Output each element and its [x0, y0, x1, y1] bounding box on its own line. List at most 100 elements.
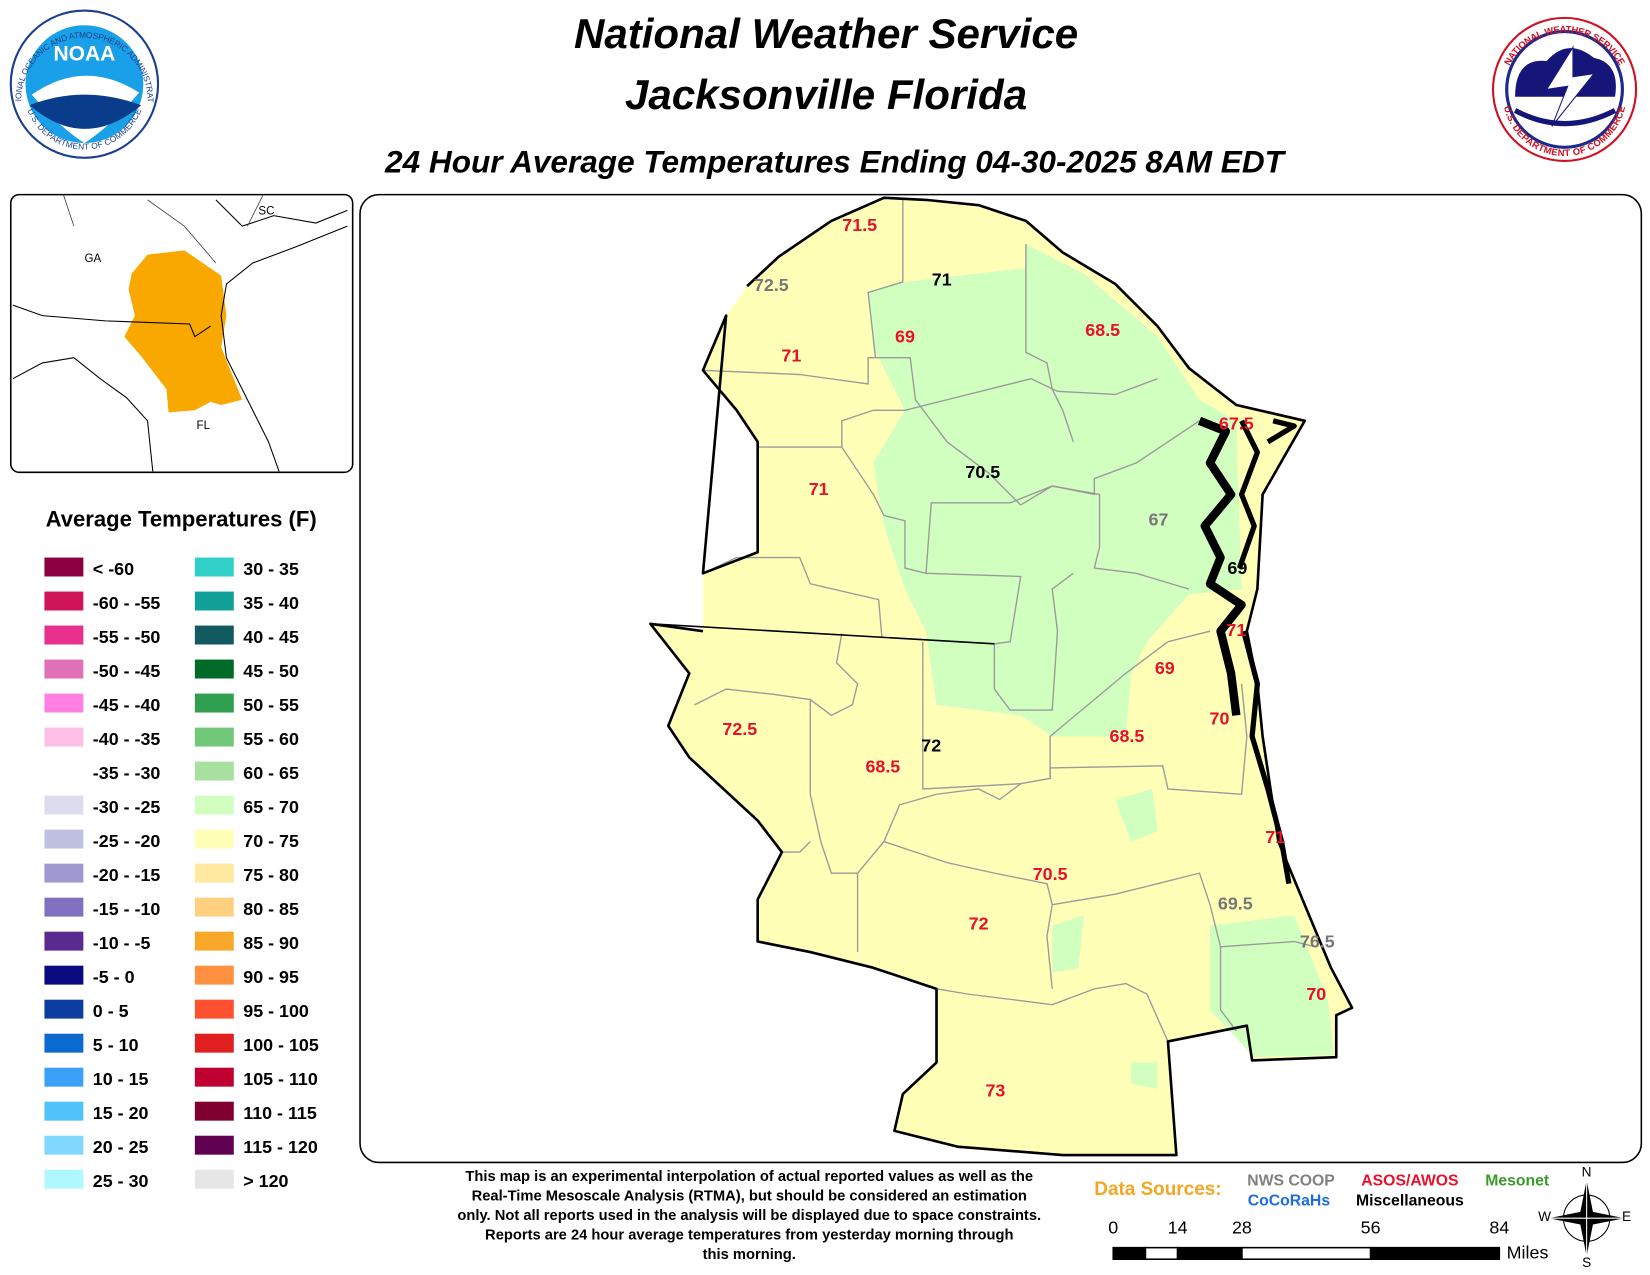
disclaimer-line: Reports are 24 hour average temperatures…: [485, 1227, 1013, 1243]
station-value: 70.5: [1033, 864, 1068, 884]
station-value: 76.5: [1300, 931, 1335, 951]
logo-sea: [29, 94, 142, 129]
legend-label: -15 - -10: [93, 899, 161, 919]
county-line: [931, 485, 1190, 590]
legend-swatch: [194, 795, 234, 815]
scale-tick-label: 14: [1168, 1217, 1188, 1237]
legend-swatch: [44, 931, 84, 951]
station-value: 73: [985, 1081, 1005, 1101]
station-value: 67.5: [1219, 414, 1254, 434]
station-value: 68.5: [1110, 726, 1145, 746]
legend-label: -35 - -30: [93, 763, 161, 783]
area-outline: [649, 196, 1354, 1157]
scale-tick-label: 56: [1361, 1217, 1381, 1237]
disclaimer-line: only. Not all reports used in the analys…: [457, 1208, 1041, 1224]
state-line: [650, 623, 995, 645]
legend-label: 95 - 100: [243, 1001, 309, 1021]
legend-swatch: [194, 625, 234, 645]
station-value: 72.5: [722, 719, 757, 739]
station-value: 71: [932, 270, 952, 290]
inset-label: SC: [258, 206, 274, 218]
compass: N E S W: [1538, 1165, 1631, 1270]
data-source: CoCoRaHs: [1248, 1193, 1331, 1210]
legend-swatch: [194, 1135, 234, 1155]
scale-tick-label: 0: [1108, 1217, 1118, 1237]
legend-label: 40 - 45: [243, 627, 299, 647]
logo-wave: [1513, 108, 1617, 127]
legend-swatch: [44, 1067, 84, 1087]
legend-label: 80 - 85: [243, 899, 299, 919]
legend-swatch: [194, 1101, 234, 1121]
county-line: [694, 630, 1211, 790]
legend-swatch: [44, 863, 84, 883]
legend-label: > 120: [243, 1171, 288, 1191]
legend-swatch: [194, 557, 234, 577]
state-line: [12, 304, 211, 338]
legend-swatch: [44, 829, 84, 849]
legend-swatch: [194, 999, 234, 1019]
logo-bolt: [1545, 45, 1596, 127]
scale-tick-label: 84: [1489, 1217, 1509, 1237]
station-value: 71: [781, 345, 801, 365]
station-value: 70: [1306, 984, 1326, 1004]
county-line: [841, 446, 1074, 711]
scale-segment: [1176, 1246, 1243, 1261]
station-values: 71.5 72.5 71 69 68.5 71 67.5 70.5 71 67 69 71 69 72.5…: [722, 215, 1334, 1101]
county-line: [757, 377, 1158, 448]
legend-label: -30 - -25: [93, 797, 161, 817]
county-line: [1052, 872, 1316, 1032]
legend-label: -55 - -50: [93, 627, 161, 647]
region-65-70: [1210, 915, 1335, 1058]
legend-swatch: [44, 999, 84, 1019]
legend-label: 115 - 120: [243, 1137, 318, 1157]
noaa-logo: NOAA NATIONAL OCEANIC AND ATMOSPHERIC AD…: [0, 0, 160, 159]
inset-label: GA: [84, 253, 101, 265]
legend-label: 20 - 25: [93, 1137, 149, 1157]
legend-label: -20 - -15: [93, 865, 161, 885]
legend-swatch: [44, 727, 84, 747]
station-value: 69: [1227, 558, 1247, 578]
legend-label: 105 - 110: [243, 1069, 318, 1089]
legend-swatch: [44, 761, 84, 781]
legend-swatch: [194, 693, 234, 713]
legend-swatch: [44, 659, 84, 679]
county-line: [702, 556, 883, 637]
legend-label: -50 - -45: [93, 661, 161, 681]
scale-segment: [1241, 1246, 1372, 1261]
legend-swatch: [44, 897, 84, 917]
county-line: [936, 982, 1169, 1042]
disclaimer: This map is an experimental interpolatio…: [457, 1169, 1041, 1263]
station-value: 72.5: [754, 275, 789, 295]
disclaimer-line: This map is an experimental interpolatio…: [465, 1169, 1033, 1185]
data-source: ASOS/AWOS: [1361, 1173, 1458, 1190]
legend-swatch: [44, 1101, 84, 1121]
legend-swatch: [44, 1033, 84, 1053]
legend-swatch: [194, 1067, 234, 1087]
station-value: 70: [1210, 708, 1230, 728]
compass-label: W: [1538, 1209, 1551, 1224]
station-value: 68.5: [865, 757, 900, 777]
legend-label: 75 - 80: [243, 865, 299, 885]
legend-swatch: [194, 1033, 234, 1053]
logo-acronym: NOAA: [53, 42, 115, 65]
legend-label: -60 - -55: [93, 593, 161, 613]
legend-label: 90 - 95: [243, 967, 299, 987]
estuary: [1197, 416, 1246, 716]
legend-label: 50 - 55: [243, 695, 299, 715]
legend-swatch: [44, 557, 84, 577]
station-value: 71: [809, 479, 829, 499]
legend-swatch: [194, 897, 234, 917]
coastline: [12, 357, 154, 472]
compass-label: N: [1582, 1165, 1592, 1180]
legend-label: -5 - 0: [93, 967, 135, 987]
legend-label: 0 - 5: [93, 1001, 129, 1021]
state-line: [215, 199, 348, 227]
scale-segment: [1144, 1246, 1179, 1261]
legend-label: -10 - -5: [93, 933, 151, 953]
station-value: 69.5: [1218, 893, 1253, 913]
legend-label: 110 - 115: [243, 1103, 317, 1123]
legend-label: 35 - 40: [243, 593, 299, 613]
station-value: 71.5: [842, 215, 877, 235]
title: Jacksonville Florida: [625, 71, 1027, 118]
